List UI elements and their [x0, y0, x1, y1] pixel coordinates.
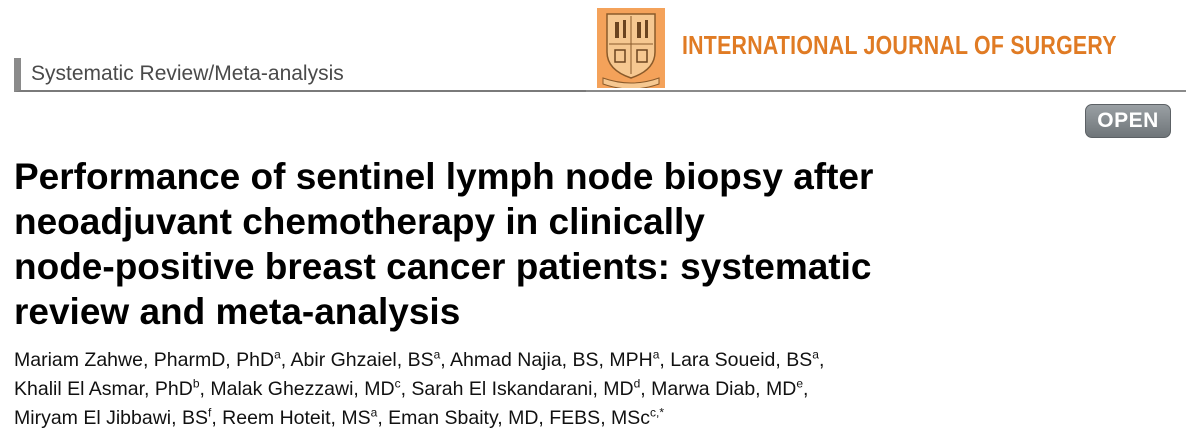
title-line: neoadjuvant chemotherapy in clinically	[14, 201, 705, 242]
affiliation-mark: a	[652, 347, 660, 362]
affiliation-mark: a	[370, 405, 378, 420]
author: Miryam El Jibbawi, BSf,	[14, 405, 223, 430]
author-separator: ,	[803, 378, 809, 400]
title-line: Performance of sentinel lymph node biops…	[14, 156, 874, 197]
author-name: Abir Ghzaiel, BS	[290, 349, 434, 371]
affiliation-mark: b	[192, 376, 200, 391]
author-separator: ,	[659, 349, 671, 371]
affiliation-mark: a	[433, 347, 441, 362]
article-title: Performance of sentinel lymph node biops…	[14, 154, 1164, 334]
author-separator: ,	[640, 378, 652, 400]
header-divider	[586, 90, 1186, 92]
author-separator: ,	[818, 349, 825, 371]
author-separator: ,	[400, 378, 412, 400]
author-line: Miryam El Jibbawi, BSf, Reem Hoteit, MSa…	[14, 404, 1184, 433]
author: Mariam Zahwe, PharmD, PhDa,	[14, 347, 291, 372]
title-line: review and meta-analysis	[14, 291, 461, 332]
author-separator: ,	[377, 407, 389, 429]
author: Eman Sbaity, MD, FEBS, MScc,*	[388, 405, 665, 430]
affiliation-mark: d	[633, 376, 641, 391]
open-access-badge: OPEN	[1085, 104, 1171, 138]
author: Marwa Diab, MDe,	[651, 376, 809, 401]
author-separator: ,	[440, 349, 451, 371]
author-name: Khalil El Asmar, PhD	[14, 378, 193, 400]
author-name: Lara Soueid, BS	[670, 349, 813, 371]
author-name: Marwa Diab, MD	[651, 378, 797, 400]
author-name: Miryam El Jibbawi, BS	[14, 407, 208, 429]
section-label: Systematic Review/Meta-analysis	[31, 62, 344, 85]
title-line: node-positive breast cancer patients: sy…	[14, 246, 872, 287]
author: Lara Soueid, BSa,	[670, 347, 825, 372]
author-separator: ,	[280, 349, 291, 371]
author: Khalil El Asmar, PhDb,	[14, 376, 211, 401]
author-line: Khalil El Asmar, PhDb, Malak Ghezzawi, M…	[14, 375, 1184, 404]
author-name: Reem Hoteit, MS	[222, 407, 371, 429]
author-name: Mariam Zahwe, PharmD, PhD	[14, 349, 275, 371]
author: Sarah El Iskandarani, MDd,	[411, 376, 652, 401]
author: Reem Hoteit, MSa,	[222, 405, 389, 430]
affiliation-mark: a	[274, 347, 281, 362]
author-list: Mariam Zahwe, PharmD, PhDa, Abir Ghzaiel…	[14, 346, 1184, 433]
journal-name: INTERNATIONAL JOURNAL OF SURGERY	[682, 30, 1117, 60]
affiliation-mark: c	[394, 376, 401, 391]
author-name: Sarah El Iskandarani, MD	[411, 378, 634, 400]
affiliation-mark: a	[812, 347, 819, 362]
affiliation-mark: c,*	[650, 405, 665, 420]
author-separator: ,	[211, 407, 223, 429]
author: Ahmad Najia, BS, MPHa,	[450, 347, 671, 372]
author-name: Ahmad Najia, BS, MPH	[450, 349, 653, 371]
author-name: Malak Ghezzawi, MD	[210, 378, 395, 400]
author-line: Mariam Zahwe, PharmD, PhDa, Abir Ghzaiel…	[14, 346, 1184, 375]
section-header-bar: Systematic Review/Meta-analysis	[14, 58, 586, 92]
affiliation-mark: e	[796, 376, 804, 391]
affiliation-mark: f	[207, 405, 212, 420]
journal-crest-logo	[597, 8, 665, 90]
author-name: Eman Sbaity, MD, FEBS, MSc	[388, 407, 651, 429]
author-separator: ,	[199, 378, 211, 400]
author: Malak Ghezzawi, MDc,	[210, 376, 412, 401]
author: Abir Ghzaiel, BSa,	[290, 347, 451, 372]
